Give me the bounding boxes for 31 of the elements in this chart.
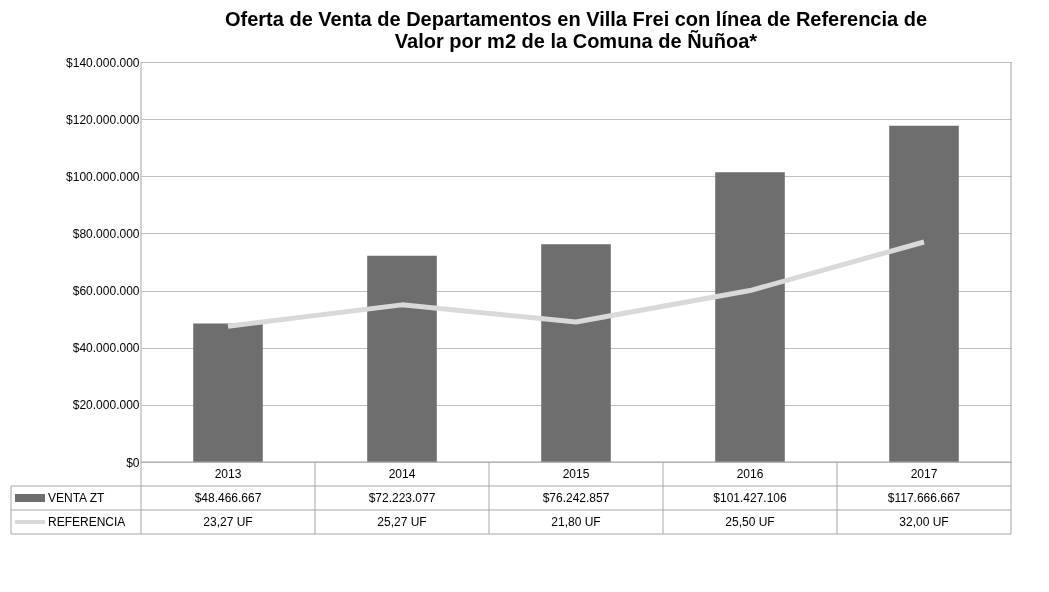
text: 21,80 UF (551, 515, 601, 529)
y-tick-label: $20.000.000 (72, 398, 140, 413)
text: 25,27 UF (377, 515, 427, 529)
legend-label: REFERENCIA (48, 515, 126, 529)
data-label: $101.427.106 (713, 491, 788, 505)
data-label: $72.223.077 (368, 491, 436, 505)
x-tick-label: 2013 (214, 467, 242, 481)
chart-title: Oferta de Venta de Departamentos en Villa Frei con línea de Referencia de Valor por m2 de la Comuna de Ñuñoa* (224, 8, 928, 52)
data-label: $76.242.857 (542, 491, 610, 505)
data-label: $48.466.667 (194, 491, 262, 505)
y-tick-label: $60.000.000 (72, 284, 140, 299)
x-tick-label: 2014 (388, 467, 416, 481)
text: 23,27 UF (203, 515, 253, 529)
y-tick-label: $40.000.000 (72, 341, 140, 356)
bar (889, 125, 959, 462)
bar (193, 323, 263, 462)
y-tick-label: $140.000.000 (66, 55, 140, 70)
bar (715, 172, 785, 462)
text: 25,50 UF (725, 515, 775, 529)
y-tick-label: $120.000.000 (66, 112, 140, 127)
bar (367, 255, 437, 462)
x-tick-label: 2015 (562, 467, 590, 481)
x-tick-label: 2016 (736, 467, 764, 481)
y-tick-label: $0 (126, 455, 140, 470)
y-tick-label: $100.000.000 (66, 169, 140, 184)
bar (541, 244, 611, 462)
text: 32,00 UF (899, 515, 949, 529)
data-label: $117.666.667 (887, 491, 961, 505)
y-tick-label: $80.000.000 (72, 226, 140, 241)
x-tick-label: 2017 (910, 467, 938, 481)
legend-label: VENTA ZT (48, 491, 106, 505)
